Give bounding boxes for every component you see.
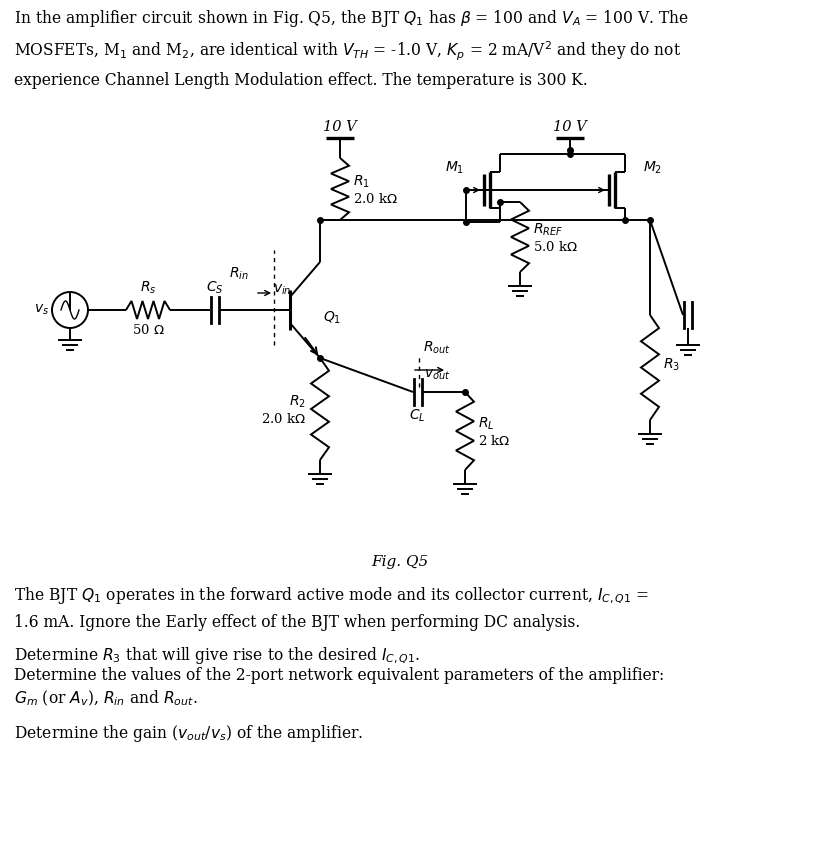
- Text: In the amplifier circuit shown in Fig. Q5, the BJT $Q_1$ has $\beta$ = 100 and $: In the amplifier circuit shown in Fig. Q…: [14, 8, 689, 88]
- Text: $R_{REF}$: $R_{REF}$: [533, 222, 563, 238]
- Text: $Q_1$: $Q_1$: [323, 309, 341, 326]
- Text: Fig. Q5: Fig. Q5: [371, 555, 428, 569]
- Text: Determine the gain ($v_{out}/v_s$) of the amplifier.: Determine the gain ($v_{out}/v_s$) of th…: [14, 723, 363, 744]
- Text: 2.0 k$\Omega$: 2.0 k$\Omega$: [261, 412, 306, 426]
- Text: $R_{out}$: $R_{out}$: [423, 340, 451, 356]
- Text: $R_L$: $R_L$: [478, 416, 494, 432]
- Text: $v_{out}$: $v_{out}$: [424, 367, 450, 382]
- Text: $M_2$: $M_2$: [643, 160, 663, 176]
- Text: $R_{in}$: $R_{in}$: [229, 265, 249, 282]
- Text: $G_m$ (or $A_v$), $R_{in}$ and $R_{out}$.: $G_m$ (or $A_v$), $R_{in}$ and $R_{out}$…: [14, 689, 197, 708]
- Text: $R_1$: $R_1$: [353, 173, 370, 190]
- Text: $R_2$: $R_2$: [289, 394, 306, 411]
- Text: 10 V: 10 V: [553, 120, 587, 134]
- Text: 10 V: 10 V: [323, 120, 357, 134]
- Text: $C_L$: $C_L$: [409, 408, 425, 424]
- Text: $C_S$: $C_S$: [206, 280, 224, 296]
- Text: $R_3$: $R_3$: [663, 356, 680, 372]
- Text: $R_s$: $R_s$: [140, 280, 156, 296]
- Text: 2.0 k$\Omega$: 2.0 k$\Omega$: [353, 192, 398, 206]
- Text: $v_s$: $v_s$: [34, 303, 49, 317]
- Text: $v_{in}$: $v_{in}$: [273, 282, 291, 297]
- Text: Determine the values of the 2-port network equivalent parameters of the amplifie: Determine the values of the 2-port netwo…: [14, 667, 664, 684]
- Text: Determine $R_3$ that will give rise to the desired $I_{C,Q1}$.: Determine $R_3$ that will give rise to t…: [14, 645, 420, 666]
- Text: The BJT $Q_1$ operates in the forward active mode and its collector current, $I_: The BJT $Q_1$ operates in the forward ac…: [14, 585, 649, 632]
- Text: $M_1$: $M_1$: [446, 160, 464, 176]
- Text: 5.0 k$\Omega$: 5.0 k$\Omega$: [533, 240, 578, 254]
- Text: 50 $\Omega$: 50 $\Omega$: [131, 323, 164, 337]
- Text: 2 k$\Omega$: 2 k$\Omega$: [478, 434, 510, 448]
